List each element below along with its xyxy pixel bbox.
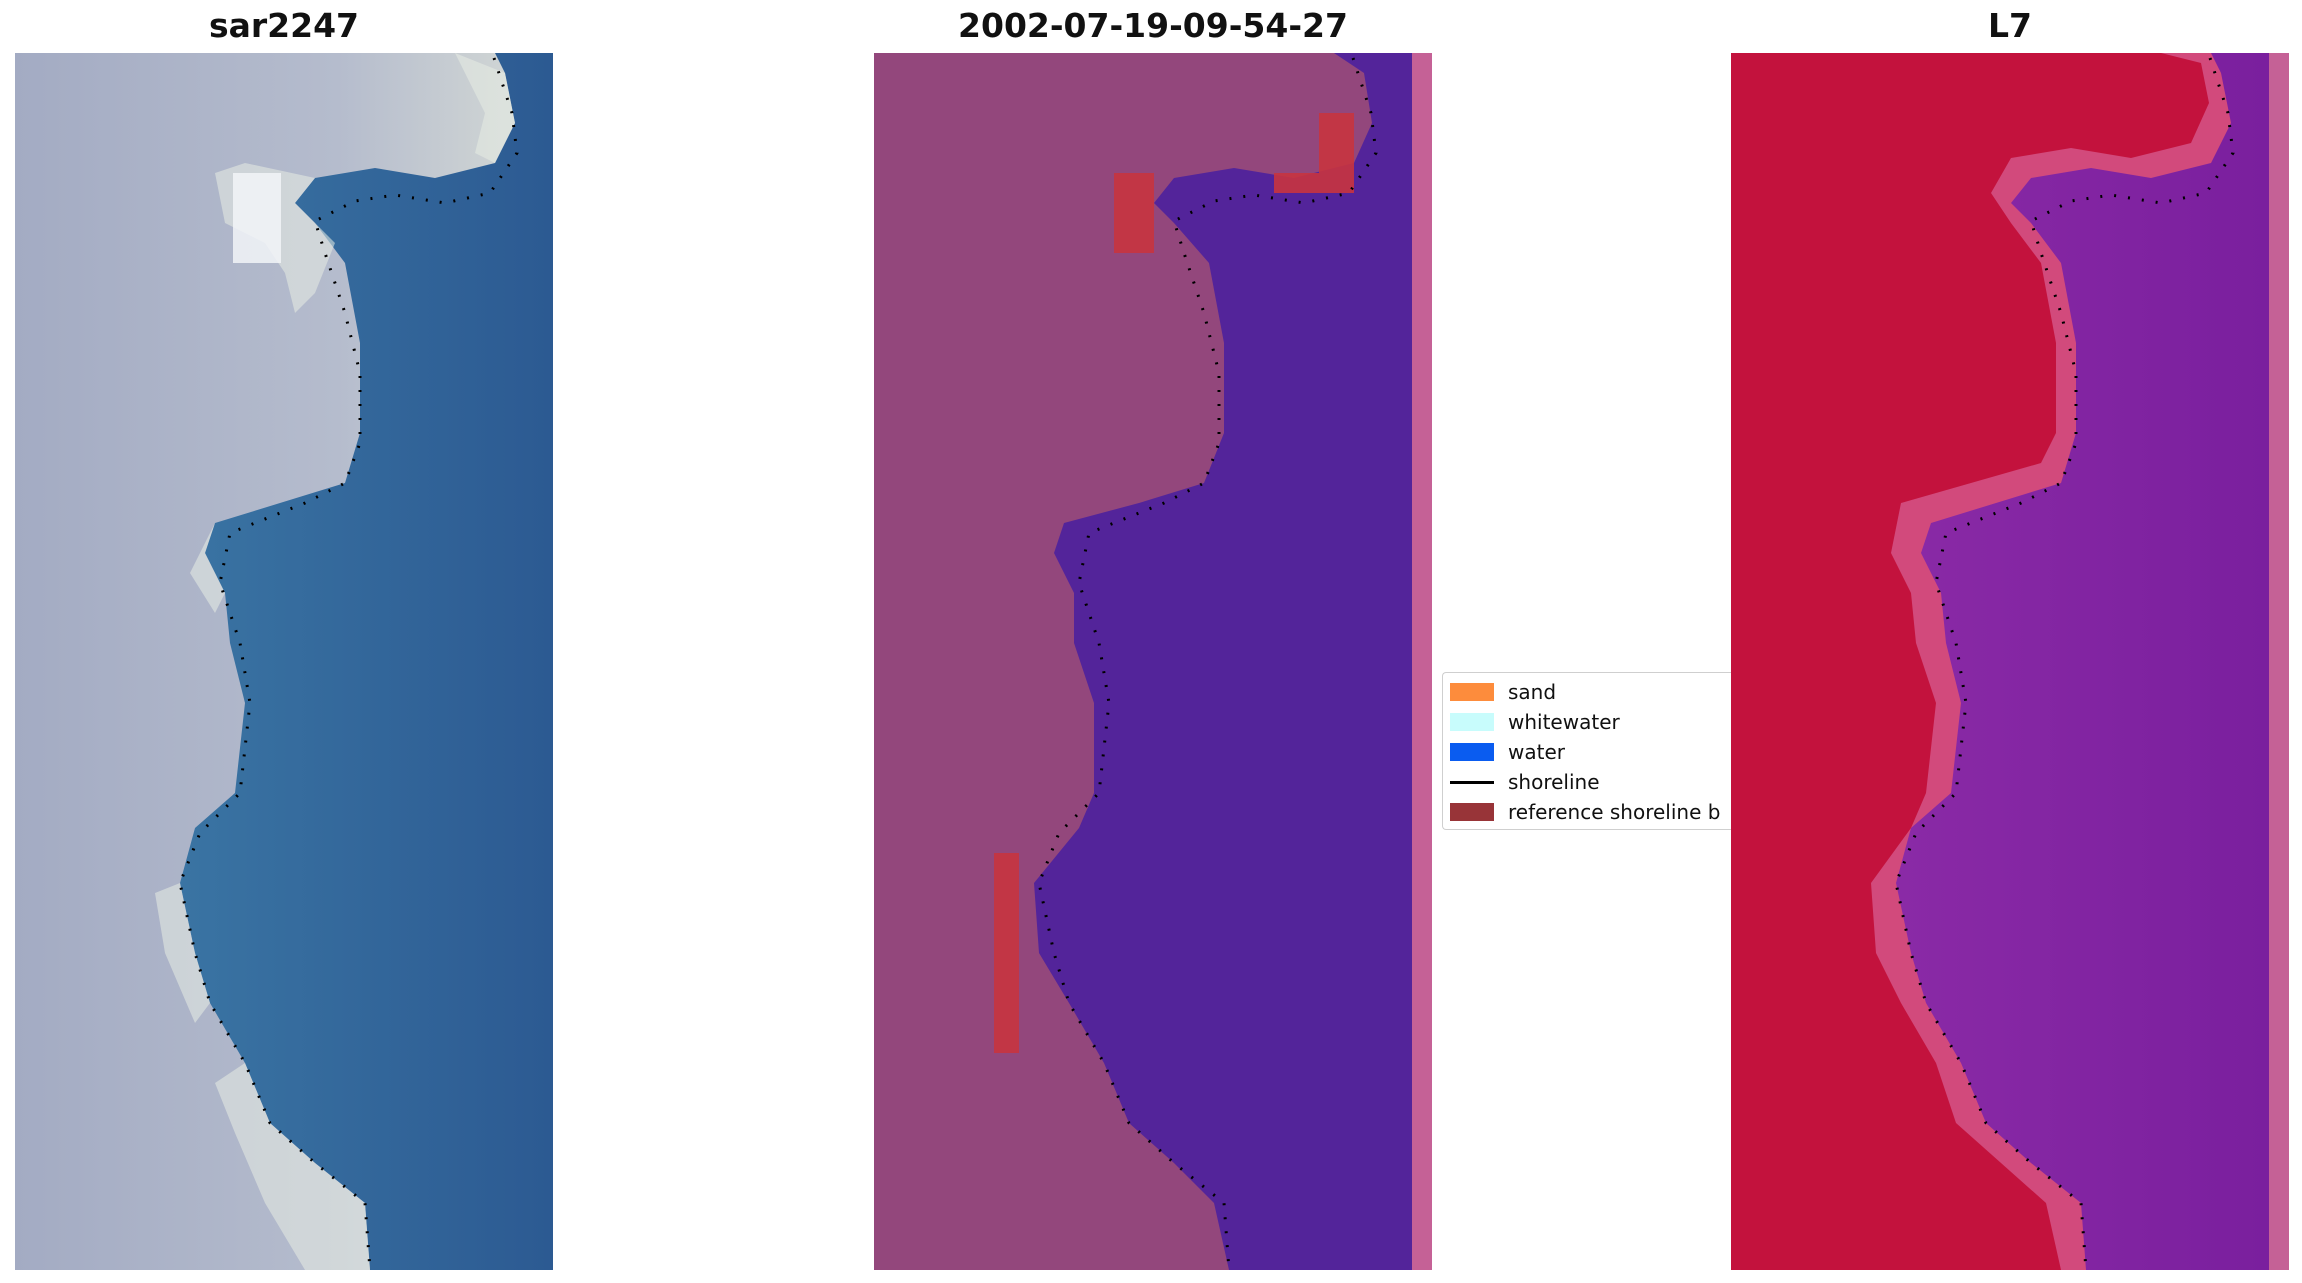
rgb-image-panel bbox=[15, 53, 553, 1270]
rgb-image bbox=[15, 53, 553, 1270]
classified-image bbox=[874, 53, 1432, 1270]
rgb-bright-patch bbox=[233, 173, 281, 263]
panel-title-rgb: sar2247 bbox=[208, 6, 360, 45]
legend: sand whitewater water shoreline referenc… bbox=[1442, 672, 1733, 830]
whitewater-swatch bbox=[1450, 713, 1494, 731]
falsecolor-edge bbox=[2269, 53, 2289, 1270]
panel-title-falsecolor: L7 bbox=[1988, 6, 2032, 45]
classified-edge bbox=[1412, 53, 1432, 1270]
water-swatch bbox=[1450, 743, 1494, 761]
sand-swatch bbox=[1450, 683, 1494, 701]
panel-title-classification: 2002-07-19-09-54-27 bbox=[958, 6, 1348, 45]
legend-item-whitewater: whitewater bbox=[1443, 707, 1620, 737]
reference-shoreline-swatch bbox=[1450, 803, 1494, 821]
legend-label-sand: sand bbox=[1508, 680, 1557, 704]
legend-item-water: water bbox=[1443, 737, 1565, 767]
legend-label-whitewater: whitewater bbox=[1508, 710, 1620, 734]
legend-label-reference-shoreline: reference shoreline b bbox=[1508, 800, 1721, 824]
legend-item-reference-shoreline: reference shoreline b bbox=[1443, 797, 1720, 827]
legend-item-shoreline: shoreline bbox=[1443, 767, 1600, 797]
legend-item-sand: sand bbox=[1443, 677, 1556, 707]
rgb-water bbox=[180, 53, 553, 1270]
classified-water bbox=[1034, 53, 1412, 1270]
legend-label-water: water bbox=[1508, 740, 1565, 764]
legend-label-shoreline: shoreline bbox=[1508, 770, 1600, 794]
falsecolor-image-panel bbox=[1731, 53, 2289, 1270]
falsecolor-water bbox=[1896, 53, 2269, 1270]
classified-image-panel bbox=[874, 53, 1432, 1270]
shoreline-swatch bbox=[1450, 780, 1494, 784]
falsecolor-image bbox=[1731, 53, 2289, 1270]
